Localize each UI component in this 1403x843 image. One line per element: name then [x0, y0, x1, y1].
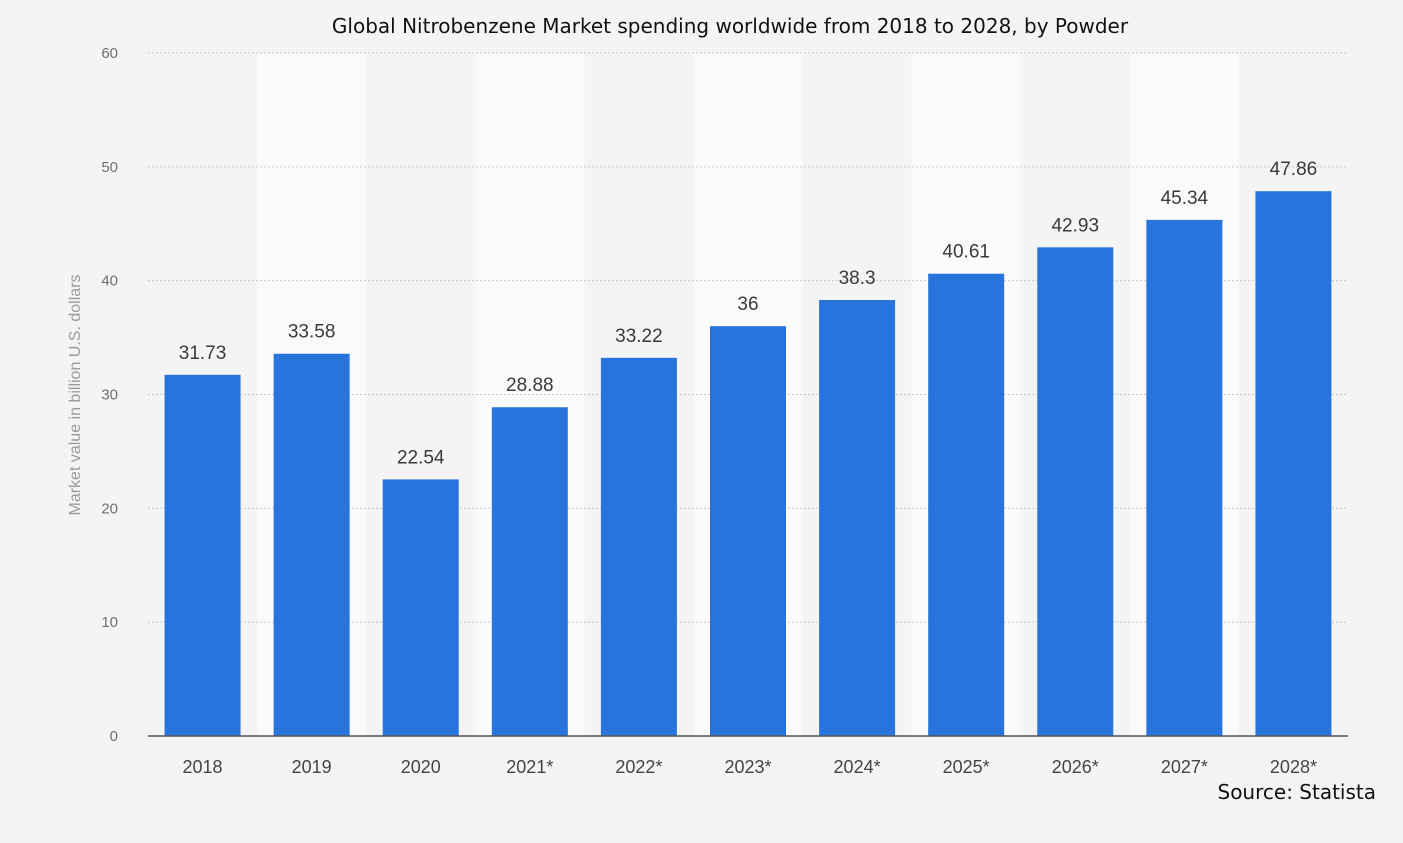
- x-tick-label: 2021*: [506, 757, 553, 777]
- x-tick-label: 2026*: [1052, 757, 1099, 777]
- x-tick-label: 2027*: [1161, 757, 1208, 777]
- bars: [164, 191, 1332, 737]
- x-tick-label: 2022*: [615, 757, 662, 777]
- data-label: 38.3: [839, 268, 876, 289]
- y-tick-label: 20: [101, 500, 118, 517]
- data-label: 42.93: [1051, 215, 1099, 236]
- y-tick-label: 0: [110, 728, 118, 745]
- bar: [491, 407, 568, 736]
- bar: [1037, 247, 1114, 736]
- data-label: 36: [737, 294, 758, 315]
- x-tick-label: 2028*: [1270, 757, 1317, 777]
- x-axis-ticks: 2018 2019 2020 2021* 2022* 2023* 2024* 2025* 202…: [183, 757, 1317, 777]
- x-tick-label: 2025*: [943, 757, 990, 777]
- x-tick-label: 2018: [183, 757, 223, 777]
- y-axis-label: Market value in billion U.S. dollars: [67, 275, 84, 516]
- source-label: Source: Statista: [1218, 780, 1377, 804]
- bar: [1255, 191, 1332, 736]
- x-tick-label: 2024*: [834, 757, 881, 777]
- y-tick-label: 10: [101, 614, 118, 631]
- bar: [928, 273, 1005, 736]
- value-labels: 31.73 33.58 22.54 28.88 33.22 36 38.3 40.61 42.9…: [179, 159, 1317, 468]
- data-label: 33.58: [288, 322, 336, 343]
- x-tick-label: 2023*: [724, 757, 771, 777]
- bar: [164, 374, 241, 736]
- data-label: 28.88: [506, 375, 554, 396]
- bar: [273, 353, 350, 736]
- y-tick-label: 40: [101, 273, 118, 290]
- x-tick-label: 2019: [292, 757, 332, 777]
- bar: [819, 300, 896, 736]
- bar: [1146, 219, 1223, 737]
- y-tick-label: 30: [101, 387, 118, 404]
- y-tick-label: 60: [101, 45, 118, 62]
- data-label: 47.86: [1270, 159, 1318, 180]
- chart-title: Global Nitrobenzene Market spending worl…: [332, 14, 1129, 38]
- data-label: 33.22: [615, 326, 663, 347]
- data-label: 22.54: [397, 447, 445, 468]
- y-axis-ticks: 0 10 20 30 40 50 60: [101, 45, 118, 745]
- data-label: 40.61: [942, 242, 990, 263]
- bar: [710, 326, 786, 736]
- bar: [600, 357, 677, 736]
- data-label: 45.34: [1161, 188, 1209, 209]
- x-tick-label: 2020: [401, 757, 441, 777]
- y-tick-label: 50: [101, 159, 118, 176]
- data-label: 31.73: [179, 343, 227, 364]
- bar: [382, 479, 459, 736]
